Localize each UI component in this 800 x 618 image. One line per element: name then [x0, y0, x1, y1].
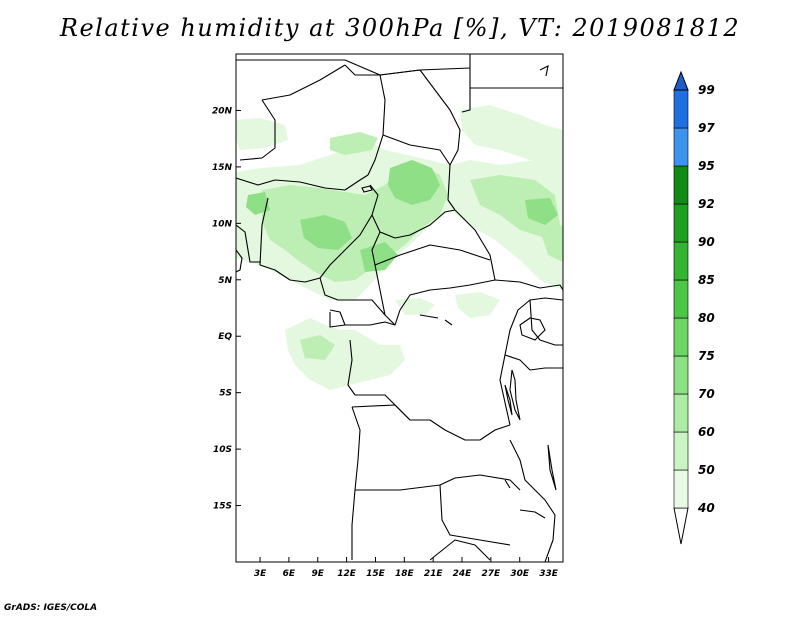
latitude-axis: 20N 15N 10N 5N EQ 5S 10S 15S — [212, 106, 241, 512]
colorbar-label: 75 — [698, 349, 715, 363]
colorbar-label: 40 — [697, 501, 715, 515]
lon-tick-label: 30E — [510, 569, 530, 579]
colorbar-label: 60 — [698, 425, 715, 439]
lat-tick-label: EQ — [218, 332, 232, 342]
humidity-shade-high — [246, 160, 558, 272]
lat-tick-label: 20N — [212, 106, 233, 116]
colorbar-label: 70 — [698, 387, 715, 401]
colorbar-box — [673, 165, 689, 205]
colorbar: 40 50 60 70 75 80 85 90 92 95 97 99 — [673, 70, 715, 545]
colorbar-label: 90 — [698, 235, 715, 249]
lon-tick-label: 12E — [337, 569, 357, 579]
colorbar-box — [673, 393, 689, 433]
colorbar-box — [673, 279, 689, 319]
credit-text: GrADS: IGES/COLA — [4, 603, 98, 613]
lat-tick-label: 10S — [213, 445, 232, 455]
colorbar-box — [673, 241, 689, 281]
lat-tick-label: 5N — [218, 276, 232, 286]
colorbar-label: 80 — [698, 311, 715, 325]
colorbar-upper-triangle — [673, 70, 689, 91]
lon-tick-label: 33E — [539, 569, 559, 579]
lat-tick-label: 15S — [213, 502, 232, 512]
colorbar-box — [673, 127, 689, 167]
lon-tick-label: 27E — [482, 569, 502, 579]
country-borders — [236, 54, 563, 562]
lat-tick-label: 5S — [219, 389, 232, 399]
lon-tick-label: 3E — [254, 569, 267, 579]
colorbar-label: 95 — [698, 159, 715, 173]
colorbar-box — [673, 431, 689, 471]
map-title: Relative humidity at 300hPa [%], VT: 201… — [59, 14, 741, 42]
colorbar-lower-triangle — [673, 507, 689, 545]
lakes — [361, 65, 557, 519]
colorbar-box — [673, 469, 689, 509]
lon-tick-label: 21E — [424, 569, 444, 579]
colorbar-box — [673, 89, 689, 129]
map-frame — [235, 53, 564, 563]
lat-tick-label: 10N — [212, 219, 233, 229]
colorbar-label: 50 — [698, 463, 715, 477]
colorbar-label: 85 — [698, 273, 715, 287]
lat-tick-label: 15N — [212, 163, 233, 173]
colorbar-label: 92 — [698, 197, 715, 211]
longitude-axis: 3E 6E 9E 12E 15E 18E 21E 24E 27E 30E 33E — [254, 557, 559, 579]
lon-tick-label: 6E — [283, 569, 296, 579]
lon-tick-label: 24E — [453, 569, 473, 579]
humidity-field — [236, 105, 563, 390]
colorbar-label: 99 — [698, 83, 715, 97]
colorbar-box — [673, 317, 689, 357]
lon-tick-label: 18E — [395, 569, 415, 579]
lon-tick-label: 15E — [366, 569, 386, 579]
colorbar-label: 97 — [698, 121, 715, 135]
colorbar-box — [673, 203, 689, 243]
colorbar-box — [673, 355, 689, 395]
lon-tick-label: 9E — [312, 569, 325, 579]
